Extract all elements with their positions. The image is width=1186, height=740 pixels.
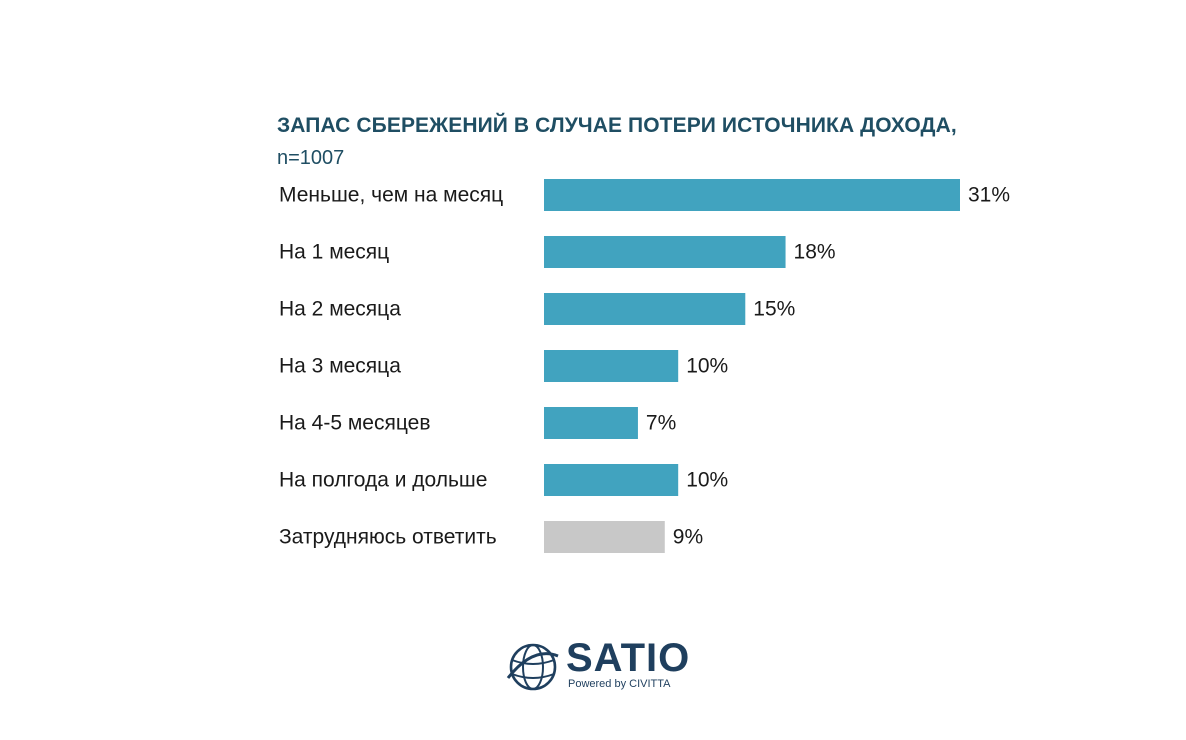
category-label: На 2 месяца [279,298,401,321]
category-label: На 3 месяца [279,355,401,378]
category-label: Затрудняюсь ответить [279,526,497,549]
value-label: 31% [968,184,1010,207]
value-label: 7% [646,412,676,435]
value-label: 10% [686,469,728,492]
value-label: 9% [673,526,703,549]
logo-tagline: Powered by CIVITTA [568,678,671,690]
bar [544,407,638,439]
bar [544,293,746,325]
category-label: На 1 месяц [279,241,389,264]
bar [544,521,665,553]
chart-subtitle: n=1007 [277,147,345,169]
value-label: 18% [794,241,836,264]
bar [544,464,679,496]
category-label: На 4-5 месяцев [279,412,430,435]
bar [544,179,960,211]
category-label: Меньше, чем на месяц [279,184,503,207]
globe-icon [506,643,559,691]
satio-logo: SATIO Powered by CIVITTA [506,638,696,694]
chart-title: ЗАПАС СБЕРЕЖЕНИЙ В СЛУЧАЕ ПОТЕРИ ИСТОЧНИ… [277,114,957,137]
value-label: 10% [686,355,728,378]
value-label: 15% [753,298,795,321]
bar [544,236,786,268]
category-label: На полгода и дольше [279,469,487,492]
bar [544,350,679,382]
logo-wordmark: SATIO [566,636,691,680]
